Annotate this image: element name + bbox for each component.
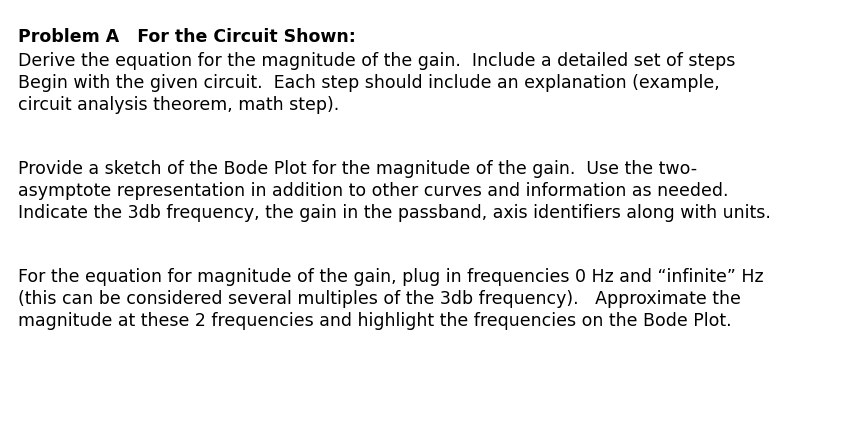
Text: Provide a sketch of the Bode Plot for the magnitude of the gain.  Use the two-: Provide a sketch of the Bode Plot for th… xyxy=(18,160,697,178)
Text: circuit analysis theorem, math step).: circuit analysis theorem, math step). xyxy=(18,96,339,114)
Text: For the equation for magnitude of the gain, plug in frequencies 0 Hz and “infini: For the equation for magnitude of the ga… xyxy=(18,268,764,286)
Text: asymptote representation in addition to other curves and information as needed.: asymptote representation in addition to … xyxy=(18,182,728,200)
Text: Begin with the given circuit.  Each step should include an explanation (example,: Begin with the given circuit. Each step … xyxy=(18,74,720,92)
Text: Derive the equation for the magnitude of the gain.  Include a detailed set of st: Derive the equation for the magnitude of… xyxy=(18,52,735,70)
Text: Indicate the 3db frequency, the gain in the passband, axis identifiers along wit: Indicate the 3db frequency, the gain in … xyxy=(18,204,771,222)
Text: (this can be considered several multiples of the 3db frequency).   Approximate t: (this can be considered several multiple… xyxy=(18,290,741,308)
Text: Problem A   For the Circuit Shown:: Problem A For the Circuit Shown: xyxy=(18,28,356,46)
Text: magnitude at these 2 frequencies and highlight the frequencies on the Bode Plot.: magnitude at these 2 frequencies and hig… xyxy=(18,312,732,330)
